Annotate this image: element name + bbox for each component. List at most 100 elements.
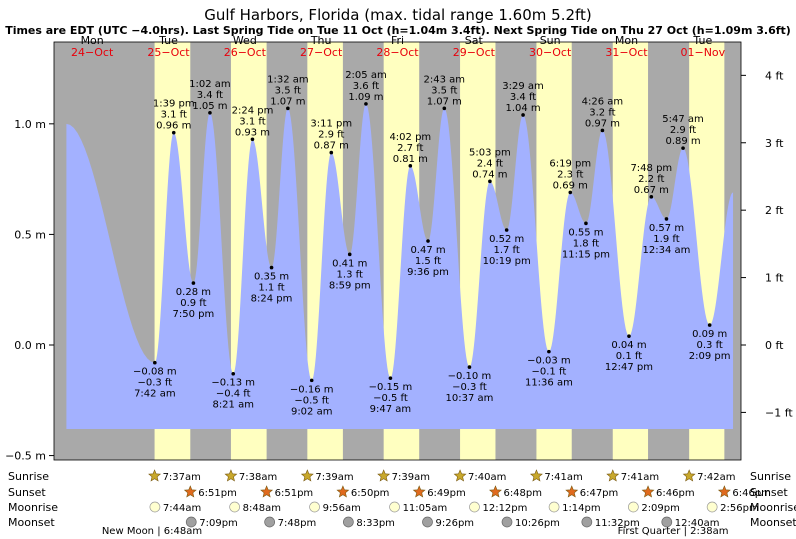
sunset-time: 6:51pm <box>275 488 314 499</box>
tide-label-line: 3.4 ft <box>510 92 536 103</box>
tide-label-line: 9:47 am <box>370 404 412 415</box>
tide-label-line: 2.9 ft <box>318 130 344 141</box>
tide-label-line: −0.3 ft <box>452 382 487 393</box>
tide-label-line: 7:42 am <box>134 389 176 400</box>
high-tide-label: 1:02 am3.4 ft1.05 m <box>189 79 231 112</box>
day-name: Sat <box>465 34 484 47</box>
moonrise-time: 2:56pm <box>720 503 759 514</box>
y-axes: 1.0 m 0.5 m 0.0 m −0.5 m 4 ft 3 ft 2 ft 1 ft 0 f… <box>5 69 793 462</box>
y-right-tick-label: −1 ft <box>765 406 793 419</box>
sunrise-icon <box>682 469 696 482</box>
high-tide-label: 1:32 am3.5 ft1.07 m <box>267 74 309 107</box>
y-right-tick-label: 4 ft <box>765 69 784 82</box>
moon-phase-label: New Moon | 6:48am <box>102 526 202 537</box>
moonset-time: 7:48pm <box>278 518 317 529</box>
tide-point <box>568 190 573 195</box>
tide-label-line: 5:47 am <box>662 114 704 125</box>
moonset-time: 10:26pm <box>515 518 560 529</box>
tide-label-line: 0.93 m <box>235 127 270 138</box>
moonrise-time: 7:44am <box>163 503 201 514</box>
sunrise-icon <box>606 469 620 482</box>
row-label-right: Moonrise <box>750 501 796 514</box>
sunset-time: 6:47pm <box>580 488 619 499</box>
tide-point <box>547 349 551 354</box>
tide-label-line: 0.1 ft <box>616 351 642 362</box>
tide-label-line: 0.87 m <box>314 141 349 152</box>
tide-label-line: 1.9 ft <box>653 234 679 245</box>
tide-label-line: −0.5 ft <box>373 393 408 404</box>
tide-label-line: 0.04 m <box>611 340 646 351</box>
tide-label-line: 0.81 m <box>393 154 428 165</box>
tide-label-line: −0.10 m <box>448 371 492 382</box>
moonrise-icon <box>469 501 480 513</box>
low-tide-label: −0.08 m−0.3 ft7:42 am <box>133 367 177 400</box>
row-label-left: Moonset <box>8 516 55 529</box>
sunset-time: 6:46pm <box>656 488 695 499</box>
tide-label-line: 2:24 pm <box>232 105 274 116</box>
tide-label-line: 10:19 pm <box>483 256 531 267</box>
sunset-icon <box>336 485 350 498</box>
high-tide-label: 3:11 pm2.9 ft0.87 m <box>310 119 352 152</box>
moonset-icon <box>581 516 593 528</box>
low-tide-label: 0.47 m1.5 ft9:36 pm <box>407 245 449 278</box>
tide-point <box>600 128 605 133</box>
sunset-time: 6:48pm <box>503 488 542 499</box>
moonrise-time: 1:14pm <box>562 503 601 514</box>
moonrise-time: 2:09pm <box>641 503 680 514</box>
high-tide-label: 5:03 pm2.4 ft0.74 m <box>469 147 511 180</box>
day-name: Sun <box>540 34 561 47</box>
tide-label-line: 3.5 ft <box>431 85 457 96</box>
tide-point <box>408 164 413 168</box>
row-label-right: Moonset <box>750 516 796 529</box>
tide-label-line: 0.28 m <box>176 287 211 298</box>
moonset-time: 7:09pm <box>199 518 238 529</box>
tide-point <box>504 228 509 232</box>
tide-label-line: 11:36 am <box>525 378 573 389</box>
sunset-time: 6:50pm <box>351 488 390 499</box>
tide-label-line: −0.5 ft <box>294 395 329 406</box>
tide-label-line: 1.09 m <box>348 92 383 103</box>
tide-label-line: −0.16 m <box>290 384 334 395</box>
tide-label-line: 0.47 m <box>410 245 445 256</box>
tide-label-line: 5:03 pm <box>469 147 511 158</box>
tide-point <box>231 371 236 376</box>
moonrise-icon <box>548 501 560 513</box>
tide-label-line: 2.2 ft <box>638 174 664 185</box>
tide-label-line: 1.7 ft <box>493 245 519 256</box>
moonrise-time: 12:12pm <box>482 503 527 514</box>
y-left-tick-label: 0.5 m <box>14 228 46 241</box>
sunrise-icon <box>224 469 238 482</box>
tide-point <box>250 137 255 142</box>
tide-label-line: 2:09 pm <box>689 351 731 362</box>
day-date: 27−Oct <box>300 46 343 59</box>
tide-label-line: 3.4 ft <box>197 90 223 101</box>
tide-label-line: 2.7 ft <box>397 143 423 154</box>
tide-label-line: 1.1 ft <box>258 283 284 294</box>
sunset-icon <box>260 485 274 498</box>
tide-label-line: 12:34 am <box>643 245 691 256</box>
tide-label-line: 3.1 ft <box>161 110 187 121</box>
tide-curve-area <box>66 103 734 430</box>
tide-label-line: 0.69 m <box>553 180 588 191</box>
y-right-tick-label: 2 ft <box>765 204 784 217</box>
tide-point <box>426 239 430 243</box>
moonset-icon <box>501 516 513 528</box>
tide-label-line: −0.4 ft <box>216 389 251 400</box>
header: Gulf Harbors, Florida (max. tidal range … <box>5 6 791 37</box>
day-date: 28−Oct <box>376 46 419 59</box>
moonset-time: 9:26pm <box>435 518 474 529</box>
high-tide-label: 2:43 am3.5 ft1.07 m <box>424 74 466 107</box>
moonset-time: 11:32pm <box>595 518 640 529</box>
tide-label-line: 0.67 m <box>634 185 669 196</box>
day-date: 26−Oct <box>224 46 267 59</box>
sunset-icon <box>489 485 502 498</box>
tide-label-line: 0.96 m <box>156 121 191 132</box>
sunset-icon <box>717 485 731 498</box>
day-name: Mon <box>81 34 104 47</box>
tide-label-line: 2.4 ft <box>477 158 503 169</box>
tide-label-line: 1.07 m <box>270 96 305 107</box>
